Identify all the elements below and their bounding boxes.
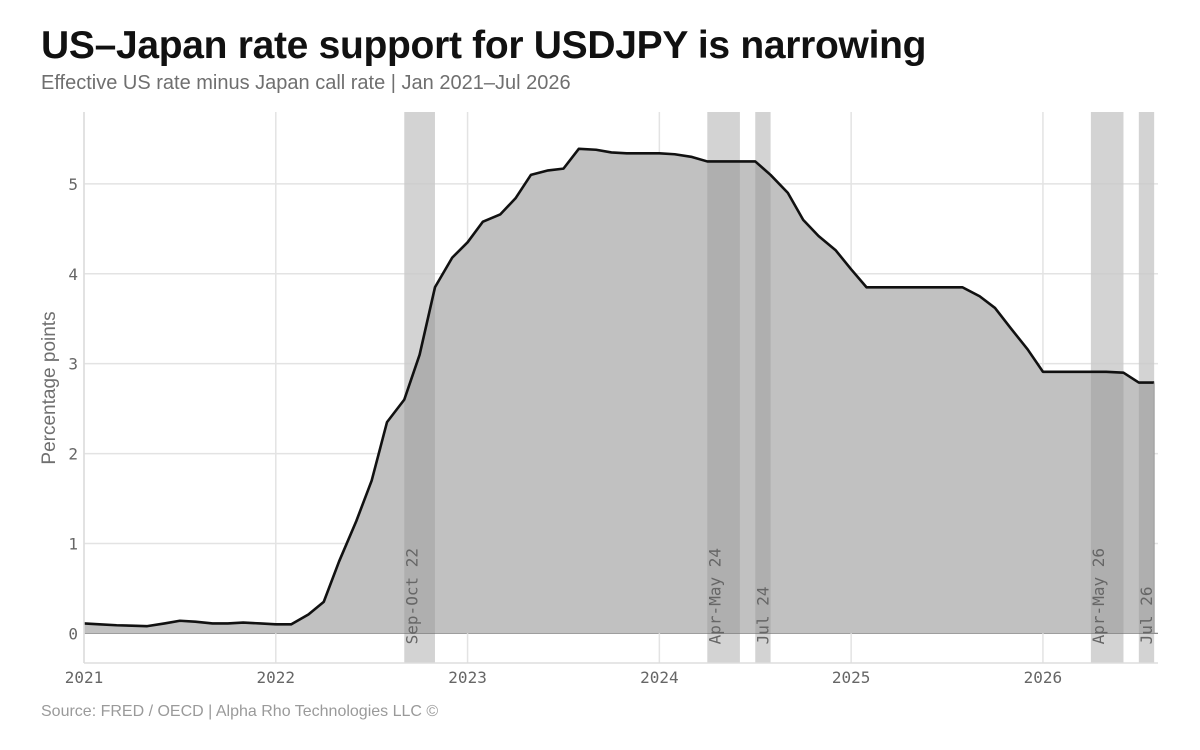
area-fill: [84, 148, 1155, 634]
band-label: Apr-May 26: [1089, 548, 1108, 644]
y-tick-label: 4: [68, 265, 78, 284]
band-overlay: [707, 112, 740, 663]
x-tick-label: 2023: [448, 668, 487, 687]
chart-subtitle: Effective US rate minus Japan call rate …: [41, 72, 571, 94]
y-tick-label: 1: [68, 534, 78, 553]
series-area: [84, 148, 1155, 634]
y-tick-label: 0: [68, 624, 78, 643]
x-tick-label: 2025: [832, 668, 871, 687]
x-tick-label: 2026: [1024, 668, 1063, 687]
y-tick-label: 5: [68, 175, 78, 194]
band-overlay: [755, 112, 771, 663]
series-line-layer: [83, 147, 1155, 634]
y-axis-title: Percentage points: [39, 311, 60, 464]
chart-title: US–Japan rate support for USDJPY is narr…: [41, 24, 927, 67]
series-line: [83, 147, 1155, 628]
y-tick-label: 2: [68, 445, 78, 464]
band-label: Apr-May 24: [705, 548, 724, 644]
band-label: Jul 24: [753, 587, 772, 645]
x-tick-label: 2024: [640, 668, 679, 687]
band-label: Sep-Oct 22: [402, 548, 421, 644]
x-tick-label: 2022: [257, 668, 296, 687]
source-note: Source: FRED / OECD | Alpha Rho Technolo…: [41, 703, 439, 720]
band-overlay: [1138, 112, 1155, 663]
band-label: Jul 26: [1137, 587, 1156, 645]
band-labels: Sep-Oct 22 Apr-May 24 Jul 24 Apr-May 26 Jul …: [402, 548, 1156, 644]
x-tick-label: 2021: [65, 668, 104, 687]
y-tick-label: 3: [68, 355, 78, 374]
axes: 0 1 2 3 4 5 2021 2022 2023 2024 2025 2026: [65, 112, 1158, 687]
band-overlay: [1090, 112, 1124, 663]
